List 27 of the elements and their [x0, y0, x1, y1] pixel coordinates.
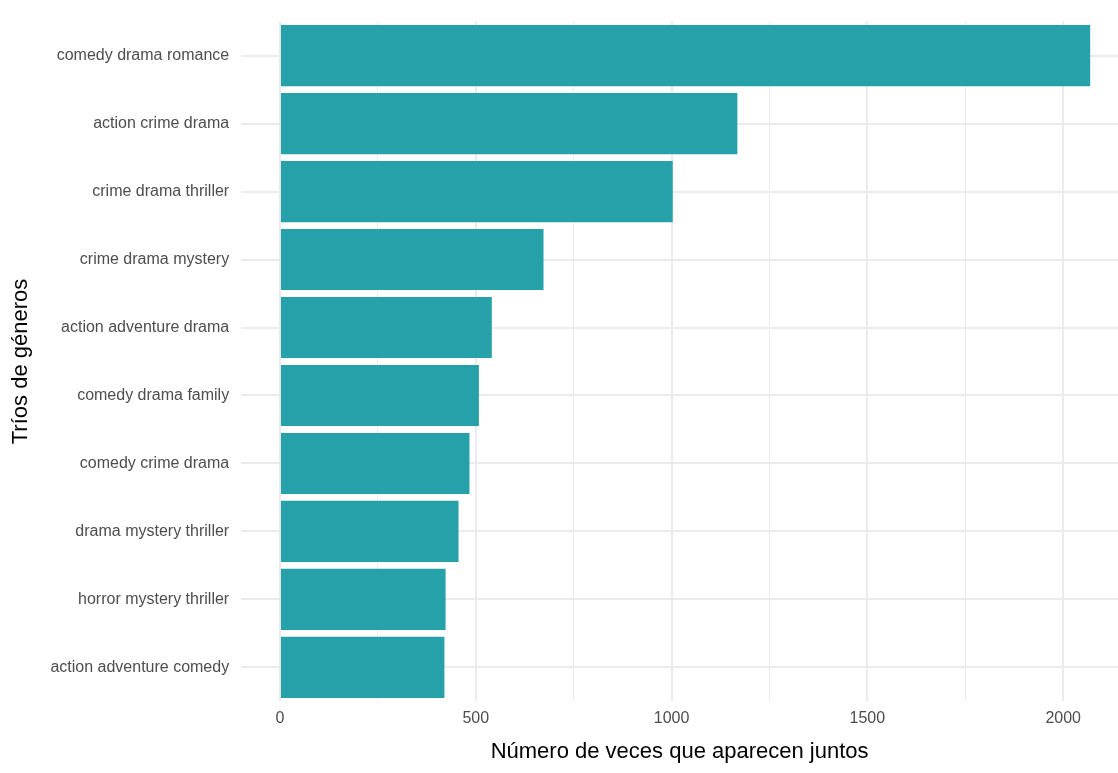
y-tick-label: action crime drama — [93, 113, 230, 131]
y-tick-label: crime drama thriller — [92, 181, 230, 199]
x-tick-label: 0 — [275, 709, 285, 727]
bar — [280, 296, 492, 359]
y-tick-label: comedy crime drama — [79, 453, 230, 471]
x-tick-label: 500 — [462, 709, 490, 727]
bar — [280, 432, 470, 495]
y-tick-label: action adventure drama — [61, 317, 230, 335]
y-tick-label: comedy drama romance — [56, 46, 230, 63]
bar — [280, 25, 1091, 87]
y-tick-label: action adventure comedy — [50, 657, 230, 675]
x-tick-label: 1500 — [849, 709, 886, 727]
bar — [280, 92, 738, 155]
y-tick-label: crime drama mystery — [79, 249, 230, 267]
bar — [280, 636, 445, 698]
bar — [280, 364, 479, 427]
bar — [280, 568, 446, 631]
x-tick-label: 1000 — [653, 709, 690, 727]
x-tick-label: 2000 — [1045, 709, 1082, 727]
x-axis-title: Número de veces que aparecen juntos — [490, 737, 869, 763]
y-tick-label: drama mystery thriller — [75, 521, 230, 539]
y-tick-label: horror mystery thriller — [78, 589, 230, 607]
bar — [280, 160, 673, 223]
y-tick-label: comedy drama family — [77, 385, 230, 403]
bar — [280, 500, 459, 563]
y-axis-title: Tríos de géneros — [7, 278, 33, 445]
bar — [280, 228, 544, 291]
